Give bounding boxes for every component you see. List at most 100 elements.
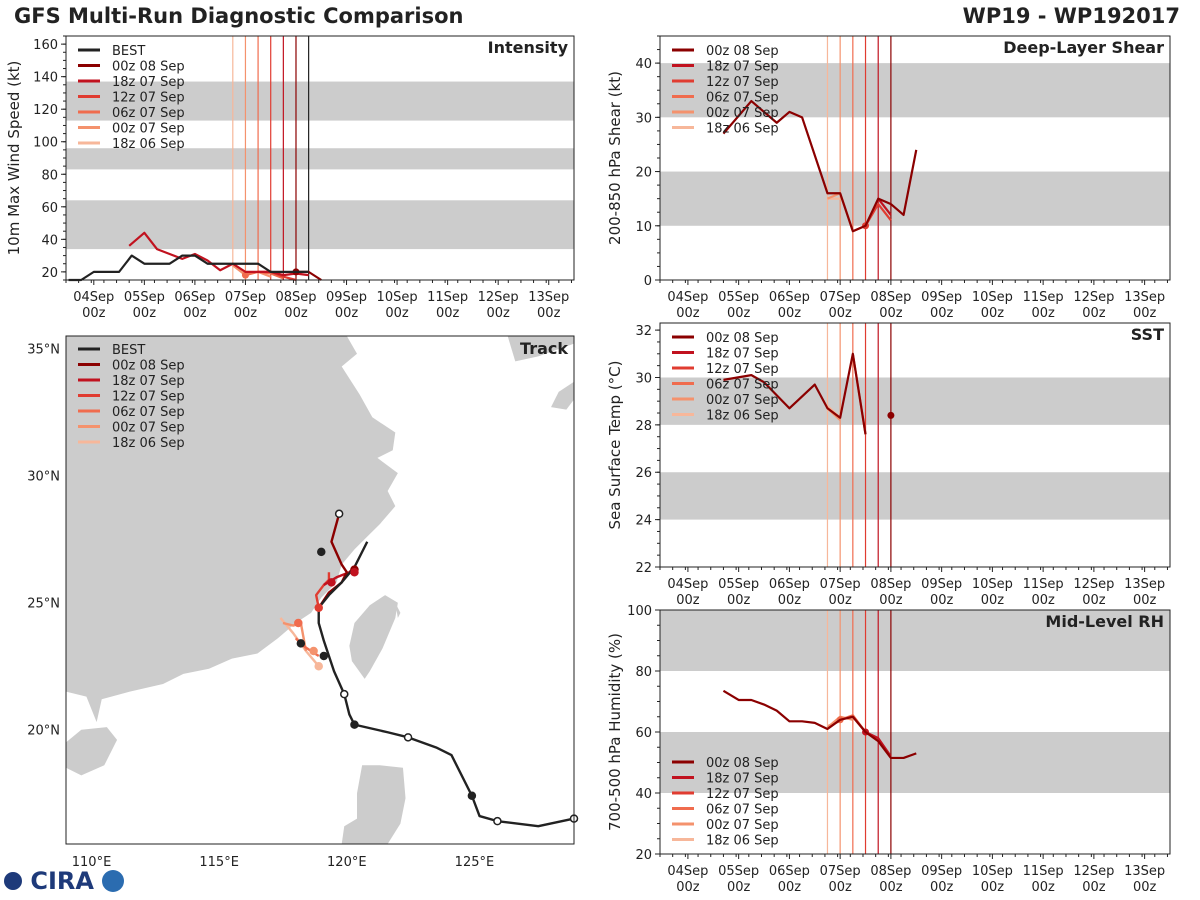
x-tick-hour: 00z: [234, 306, 258, 321]
shaded-band: [66, 148, 574, 170]
y-tick-label: 60: [41, 201, 58, 216]
legend-label: 18z 07 Sep: [706, 347, 779, 362]
y-tick-label: 26: [635, 466, 652, 481]
legend-label: 18z 06 Sep: [112, 436, 185, 451]
panel-title: Intensity: [488, 38, 569, 57]
x-tick-day: 06Sep: [769, 864, 810, 879]
track-point: [350, 567, 359, 577]
track-point: [334, 509, 344, 519]
x-tick-day: 10Sep: [972, 577, 1013, 592]
storm-emblem-icon: [102, 870, 125, 892]
y-tick-label: 30: [635, 371, 652, 386]
y-tick-label: 80: [635, 665, 652, 680]
y-tick-label: 160: [33, 38, 58, 53]
series-line: [723, 352, 867, 435]
legend-label: 00z 07 Sep: [706, 818, 779, 833]
legend-label: BEST: [112, 44, 145, 59]
x-tick-day: 08Sep: [870, 577, 911, 592]
x-tick-hour: 00z: [1133, 880, 1157, 895]
longitude-label: 115°E: [199, 855, 239, 870]
x-tick-hour: 00z: [828, 593, 852, 608]
y-tick-label: 100: [627, 604, 652, 619]
x-tick-day: 04Sep: [667, 864, 708, 879]
data-point: [241, 271, 249, 279]
legend-label: 00z 07 Sep: [706, 106, 779, 121]
track-point: [296, 639, 306, 648]
legend-label: 06z 07 Sep: [112, 405, 185, 420]
track-point: [317, 547, 326, 557]
x-tick-hour: 00z: [1031, 306, 1055, 321]
legend-label: 18z 06 Sep: [706, 122, 779, 137]
panel-track: 110°E 115°E 120°E 125°E 20°N 25°N 30°N 35°N Trac…: [27, 335, 579, 870]
y-axis-label: 10m Max Wind Speed (kt): [5, 61, 23, 256]
panel-shear: 01020304004Sep00z05Sep00z06Sep00z07Sep00…: [606, 35, 1171, 321]
x-tick-hour: 00z: [930, 593, 954, 608]
x-tick-day: 12Sep: [1073, 290, 1114, 305]
x-tick-day: 12Sep: [1073, 864, 1114, 879]
legend-label: 18z 06 Sep: [706, 834, 779, 849]
latitude-label: 30°N: [27, 470, 60, 485]
legend-label: 12z 07 Sep: [112, 390, 185, 405]
y-tick-label: 20: [41, 266, 58, 281]
x-tick-hour: 00z: [1082, 593, 1106, 608]
track-line: [317, 541, 575, 828]
storm-id: WP19 - WP192017: [962, 4, 1180, 28]
track-line: [317, 513, 349, 609]
legend-label: 18z 07 Sep: [706, 60, 779, 75]
x-tick-day: 13Sep: [1124, 864, 1165, 879]
x-tick-day: 08Sep: [870, 290, 911, 305]
track-point: [314, 661, 323, 671]
x-tick-hour: 00z: [727, 880, 751, 895]
x-tick-day: 06Sep: [769, 290, 810, 305]
x-tick-hour: 00z: [385, 306, 409, 321]
x-tick-day: 05Sep: [718, 577, 759, 592]
legend-label: 18z 07 Sep: [112, 75, 185, 90]
x-tick-hour: 00z: [727, 306, 751, 321]
longitude-label: 125°E: [455, 855, 495, 870]
track-point: [319, 651, 329, 661]
shaded-band: [660, 377, 1170, 425]
y-tick-label: 0: [644, 274, 652, 289]
logo-text: CIRA: [30, 867, 94, 895]
panel-rh: 2040608010004Sep00z05Sep00z06Sep00z07Sep…: [606, 604, 1171, 895]
x-tick-day: 11Sep: [1023, 577, 1064, 592]
panel-title: Deep-Layer Shear: [1003, 38, 1164, 57]
x-tick-hour: 00z: [284, 306, 308, 321]
x-tick-day: 10Sep: [972, 290, 1013, 305]
x-tick-day: 04Sep: [667, 290, 708, 305]
y-tick-label: 40: [41, 233, 58, 248]
series-line: [877, 197, 892, 216]
x-tick-day: 05Sep: [124, 290, 165, 305]
x-tick-day: 05Sep: [718, 290, 759, 305]
track-point: [350, 720, 359, 729]
x-tick-hour: 00z: [486, 306, 510, 321]
x-tick-hour: 00z: [778, 306, 802, 321]
panel-intensity: 2040608010012014016004Sep00z05Sep00z06Se…: [5, 35, 575, 321]
legend-label: 00z 08 Sep: [112, 359, 185, 374]
series-line: [128, 231, 309, 277]
x-tick-hour: 00z: [335, 306, 359, 321]
x-tick-hour: 00z: [778, 880, 802, 895]
mainland-china: [66, 336, 398, 723]
x-tick-day: 13Sep: [1124, 577, 1165, 592]
x-tick-hour: 00z: [727, 593, 751, 608]
track-point: [340, 689, 349, 699]
x-tick-hour: 00z: [676, 306, 700, 321]
x-tick-day: 07Sep: [820, 290, 861, 305]
x-tick-day: 04Sep: [667, 577, 708, 592]
x-tick-day: 04Sep: [73, 290, 114, 305]
track-point: [403, 733, 413, 742]
shaded-band: [66, 200, 574, 250]
x-tick-hour: 00z: [778, 593, 802, 608]
panel-title: SST: [1131, 325, 1164, 344]
shaded-band: [660, 171, 1170, 226]
x-tick-hour: 00z: [879, 306, 903, 321]
y-tick-label: 80: [41, 168, 58, 183]
x-tick-day: 11Sep: [1023, 864, 1064, 879]
legend-label: 06z 07 Sep: [112, 106, 185, 121]
x-tick-day: 08Sep: [870, 864, 911, 879]
x-tick-hour: 00z: [1133, 593, 1157, 608]
y-tick-label: 32: [635, 324, 652, 339]
